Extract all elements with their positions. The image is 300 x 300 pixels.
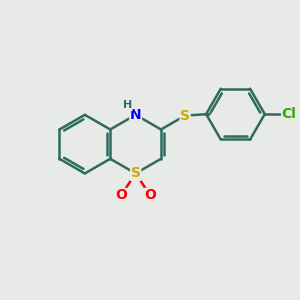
Text: H: H	[123, 100, 132, 110]
Text: N: N	[130, 108, 141, 122]
Text: O: O	[115, 188, 127, 203]
Text: O: O	[144, 188, 156, 203]
Text: S: S	[180, 109, 190, 123]
Text: S: S	[130, 167, 141, 181]
Text: Cl: Cl	[282, 107, 296, 121]
